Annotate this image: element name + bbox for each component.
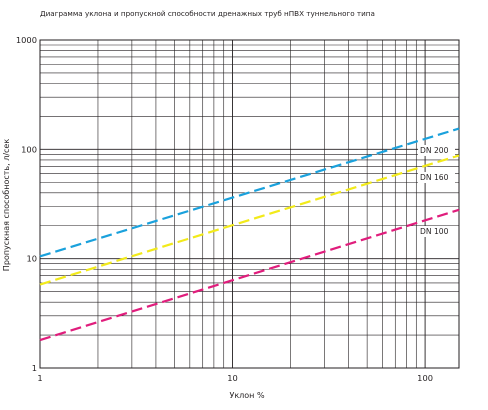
plot-frame — [39, 39, 460, 369]
x-tick-label: 100 — [417, 373, 433, 383]
series-label: DN 160 — [420, 173, 449, 182]
series-tag-bg — [418, 226, 455, 237]
y-axis-label: Пропускная способность, л/сек — [2, 139, 11, 272]
y-tick-label: 10 — [26, 254, 37, 264]
tick-labels: 1 10 100 1 10 100 1000 — [16, 35, 433, 383]
grid — [39, 39, 460, 369]
x-tick-label: 1 — [37, 373, 42, 383]
series-label: DN 200 — [420, 146, 449, 155]
y-tick-label: 1000 — [16, 35, 37, 45]
chart-title: Диаграмма уклона и пропускной способност… — [40, 9, 375, 18]
y-tick-label: 100 — [21, 144, 37, 154]
x-axis-label: Уклон % — [229, 391, 264, 400]
y-tick-label: 1 — [32, 363, 37, 373]
series-line-dn-160 — [39, 154, 460, 286]
series-tag-bg — [418, 145, 455, 156]
series-line-dn-200 — [39, 127, 460, 258]
series-label: DN 100 — [420, 227, 449, 236]
series-line-dn-100 — [39, 208, 460, 342]
x-tick-label: 10 — [227, 373, 238, 383]
series-tag-bg — [418, 172, 455, 183]
series-lines: DN 200 DN 160 DN 100 — [39, 127, 460, 342]
